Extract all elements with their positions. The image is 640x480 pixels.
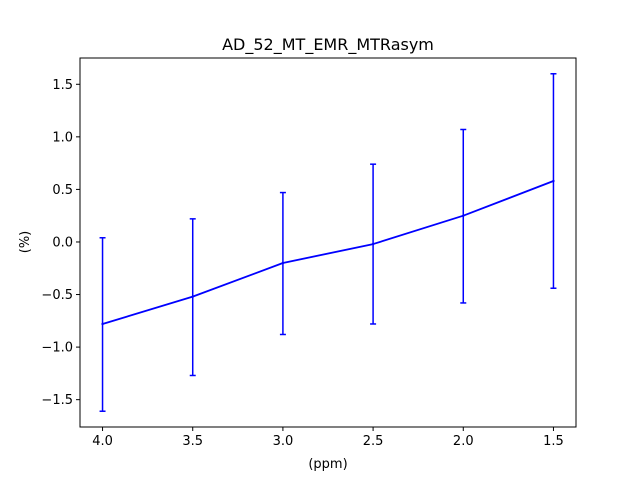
data-point	[281, 261, 285, 265]
series-line	[102, 180, 554, 325]
y-axis-label: (%)	[18, 231, 33, 254]
x-tick-label: 1.5	[543, 434, 564, 449]
plot-frame	[79, 57, 577, 428]
x-tick-label: 2.0	[453, 434, 474, 449]
data-point	[462, 214, 465, 217]
data-point	[191, 295, 194, 298]
x-tick-label: 2.5	[363, 434, 384, 449]
y-tick-label: −1.5	[41, 393, 73, 408]
data-point	[371, 242, 375, 246]
chart-title: AD_52_MT_EMR_MTRasym	[222, 35, 434, 55]
y-tick-label: −0.5	[41, 288, 73, 303]
y-tick-label: 1.0	[52, 130, 73, 145]
y-tick-label: 1.5	[52, 78, 73, 93]
x-tick-label: 4.0	[92, 434, 113, 449]
y-tick-label: −1.0	[41, 341, 73, 356]
data-point	[552, 179, 555, 183]
data-point	[101, 322, 104, 326]
x-tick-label: 3.0	[273, 434, 294, 449]
y-tick-label: 0.0	[52, 235, 73, 250]
x-tick-label: 3.5	[182, 434, 203, 449]
y-tick-label: 0.5	[52, 183, 73, 198]
x-axis-label: (ppm)	[308, 457, 347, 472]
